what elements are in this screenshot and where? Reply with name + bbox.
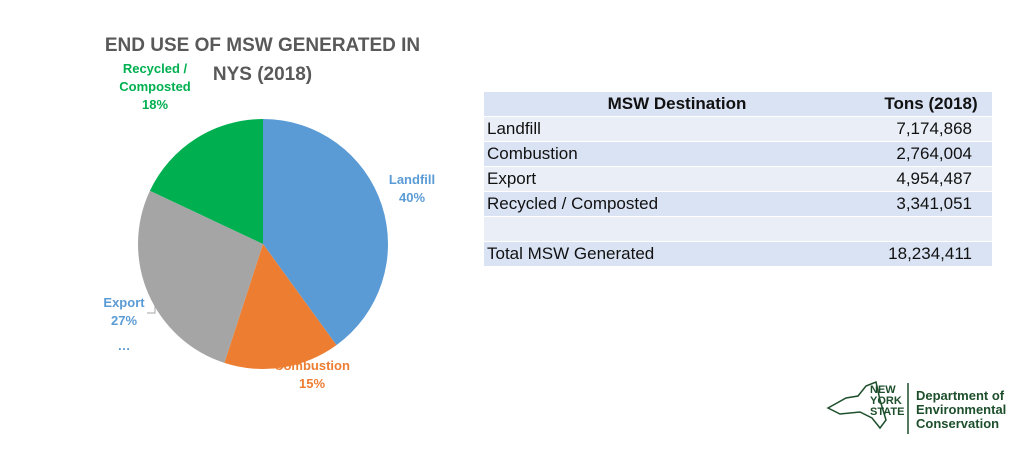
value-label: 40%: [399, 190, 425, 205]
table-cell: Export: [484, 166, 870, 192]
table-row: Export 4,954,487: [484, 166, 992, 192]
pie-slice: [224, 244, 337, 370]
table-cell: Combustion: [484, 141, 870, 167]
value-label: 27%: [111, 313, 137, 328]
slice-label: Landfill: [389, 172, 435, 187]
table-cell: Landfill: [484, 116, 870, 142]
annotation: …: [118, 338, 131, 353]
pie-slice: [137, 190, 263, 363]
state-map: [826, 380, 887, 430]
table-cell: [484, 216, 870, 242]
table-cell: Recycled / Composted: [484, 191, 870, 217]
value-label: 15%: [299, 376, 325, 391]
table-row: Total MSW Generated 18,234,411: [484, 241, 992, 267]
table-row: Landfill 7,174,868: [484, 116, 992, 142]
slice-label: Composted: [119, 79, 191, 94]
table-cell: 3,341,051: [870, 191, 992, 217]
chart-title: END USE OF MSW GENERATED IN NYS (2018): [104, 35, 421, 85]
table-row: Combustion 2,764,004: [484, 141, 992, 167]
pie-slice: [149, 119, 263, 244]
table-cell: 2,764,004: [870, 141, 992, 167]
table-row: Recycled / Composted 3,341,051: [484, 191, 992, 217]
table-header: Tons (2018): [870, 92, 992, 117]
table-cell: 18,234,411: [870, 241, 992, 267]
logo-department: Conservation: [916, 416, 999, 431]
table-header: MSW Destination: [484, 92, 870, 117]
slice-label-wrap: Recycled /: [123, 61, 188, 76]
data-table: MSW Destination Tons (2018) Landfill 7,17…: [484, 92, 992, 267]
slice-label: Export: [103, 295, 145, 310]
logo-department: Department of: [916, 388, 1005, 403]
value-label: 18%: [142, 97, 168, 112]
logo-department: Environmental: [916, 402, 1006, 417]
logo-state: YORK: [870, 395, 902, 407]
logo-state: STATE: [870, 406, 904, 418]
table-cell: 7,174,868: [870, 116, 992, 142]
slice-label: Combustion: [274, 358, 350, 373]
table-cell: Total MSW Generated: [484, 241, 870, 267]
logo-state: NEW: [870, 384, 896, 396]
pie-slice: [263, 119, 389, 346]
table-row: [484, 216, 992, 242]
table-cell: 4,954,487: [870, 166, 992, 192]
table-cell: [870, 216, 992, 242]
